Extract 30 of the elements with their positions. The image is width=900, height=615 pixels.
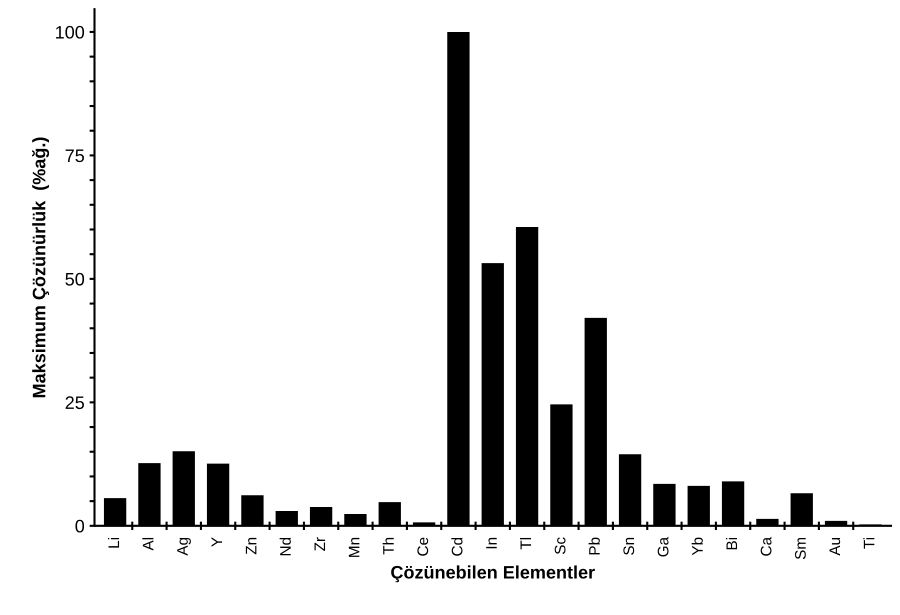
y-tick-label: 0 — [75, 520, 84, 533]
x-tick-label: Sm — [795, 538, 806, 560]
x-tick-label: Nd — [280, 538, 291, 556]
y-tick-label: 75 — [66, 150, 84, 162]
x-tick-label: Pb — [588, 538, 600, 554]
x-tick-label: Sn — [623, 538, 634, 555]
x-tick-label: Ga — [658, 536, 669, 557]
x-tick-label: Sc — [554, 537, 566, 554]
y-tick-label: 100 — [56, 26, 84, 39]
x-tick-label: Th — [382, 538, 394, 554]
x-axis-title: Çözünebilen Elementler — [391, 565, 595, 582]
x-tick-label: Ce — [417, 538, 428, 556]
x-tick-label: Al — [142, 538, 154, 550]
x-tick-label: In — [486, 538, 497, 548]
y-axis-title: Maksimum Çözünürlük (%ağ.) — [32, 138, 50, 398]
x-tick-label: Mn — [348, 538, 360, 557]
y-tick-label: 50 — [65, 272, 84, 286]
x-tick-label: Yb — [692, 538, 703, 556]
y-tick-label: 25 — [66, 396, 84, 410]
x-tick-label: Li — [108, 538, 120, 548]
x-tick-label: Ag — [177, 538, 191, 556]
x-tick-label: Bi — [726, 538, 738, 550]
x-tick-label: Au — [830, 538, 840, 556]
x-tick-label: Tl — [520, 538, 532, 550]
x-tick-label: Zr — [314, 537, 326, 551]
x-tick-label: Ca — [760, 536, 772, 556]
x-tick-label: Ti — [863, 538, 874, 549]
x-tick-label: Y — [212, 537, 222, 547]
x-tick-label: Cd — [451, 538, 463, 556]
x-tick-label: Zn — [246, 538, 256, 554]
